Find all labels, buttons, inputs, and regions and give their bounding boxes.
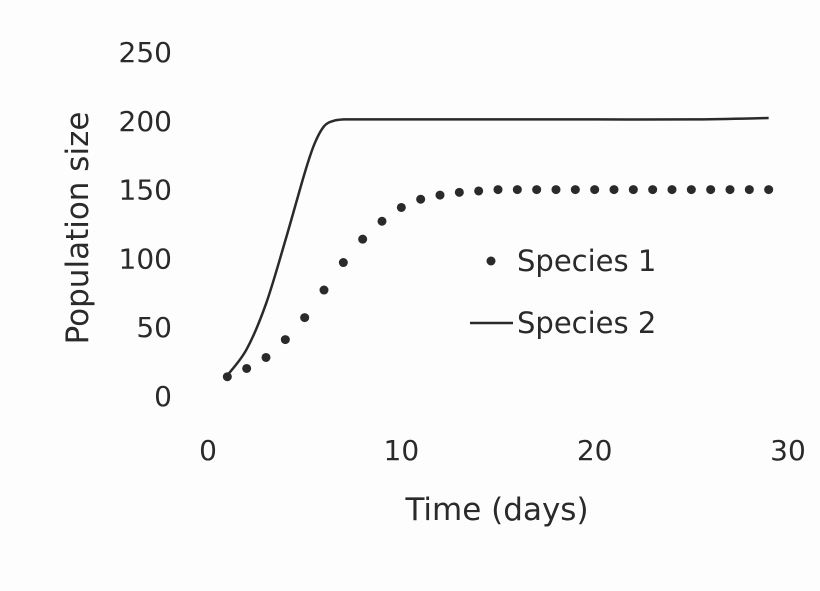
data-point-species-1 xyxy=(474,186,484,196)
data-point-species-1 xyxy=(280,335,290,345)
legend-label-species-2: Species 2 xyxy=(517,306,656,340)
data-point-species-1 xyxy=(242,363,252,373)
x-tick-label: 30 xyxy=(770,434,806,467)
data-point-species-1 xyxy=(319,285,329,295)
legend-label-species-1: Species 1 xyxy=(517,244,656,278)
x-tick-label: 20 xyxy=(577,434,613,467)
data-point-species-1 xyxy=(764,185,774,195)
data-point-species-1 xyxy=(435,190,445,200)
x-tick-labels: 0 10 20 30 xyxy=(199,434,806,467)
data-point-species-1 xyxy=(667,185,677,195)
x-tick-label: 10 xyxy=(384,434,420,467)
data-point-species-1 xyxy=(358,234,368,244)
data-point-species-1 xyxy=(493,185,503,195)
y-tick-labels: 0 50 100 150 200 250 xyxy=(119,36,172,413)
data-point-species-1 xyxy=(396,202,406,212)
data-point-species-1 xyxy=(338,258,348,268)
y-tick-label: 150 xyxy=(119,174,172,207)
data-point-species-1 xyxy=(590,185,600,195)
x-axis-title: Time (days) xyxy=(404,492,588,528)
data-point-species-1 xyxy=(416,194,426,204)
data-point-species-1 xyxy=(551,185,561,195)
data-point-species-1 xyxy=(628,185,638,195)
data-point-species-1 xyxy=(377,216,387,226)
data-point-species-1 xyxy=(261,352,271,362)
data-point-species-1 xyxy=(706,185,716,195)
series-layer xyxy=(222,116,774,382)
data-point-species-1 xyxy=(454,187,464,197)
data-point-species-1 xyxy=(686,185,696,195)
y-tick-label: 100 xyxy=(119,242,172,275)
data-point-species-1 xyxy=(570,185,580,195)
y-tick-label: 250 xyxy=(119,36,172,69)
data-point-species-1 xyxy=(532,185,542,195)
data-point-species-1 xyxy=(744,185,754,195)
y-tick-label: 0 xyxy=(154,380,172,413)
data-point-species-1 xyxy=(300,313,310,323)
data-point-species-1 xyxy=(725,185,735,195)
y-axis-title: Population size xyxy=(60,112,96,345)
data-point-species-1 xyxy=(648,185,658,195)
y-tick-label: 50 xyxy=(136,311,172,344)
legend: Species 1 Species 2 xyxy=(470,244,656,340)
data-point-species-1 xyxy=(512,185,522,195)
x-tick-label: 0 xyxy=(199,434,217,467)
legend-marker-species-1 xyxy=(486,256,496,266)
series-line-species-2 xyxy=(226,116,769,377)
y-tick-label: 200 xyxy=(119,105,172,138)
data-point-species-1 xyxy=(609,185,619,195)
